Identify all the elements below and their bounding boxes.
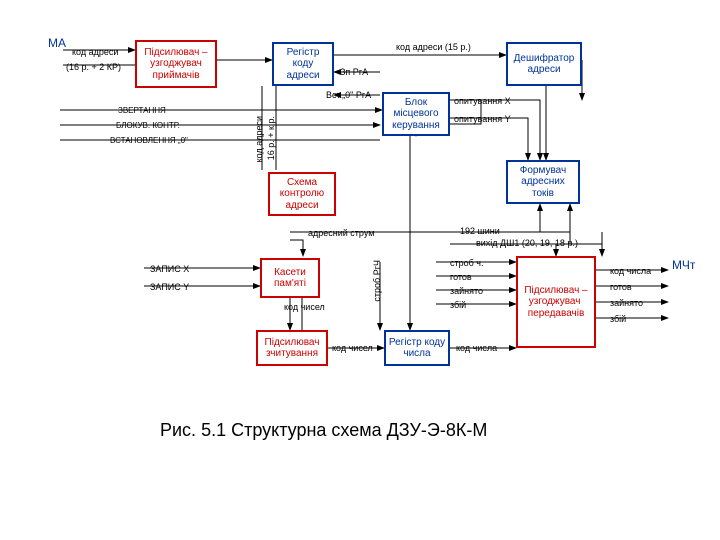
label-zvert: ЗВЕРТАННЯ <box>118 106 166 115</box>
label-kodChisla2: код числа <box>610 266 651 276</box>
block-ampRecv: Підсилювач – узгоджувач приймачів <box>135 40 217 88</box>
label-zbiy2: збій <box>610 314 626 324</box>
label-kodChisel: код чисел <box>284 302 325 312</box>
label-opX: опитування X <box>454 96 511 106</box>
block-addrCur: Формувач адресних токів <box>506 160 580 204</box>
label-kodAddr: код адреси <box>72 47 118 57</box>
label-vStrob: строб РгЧ <box>372 260 382 302</box>
label-kodChisel2: код чисел <box>332 343 373 353</box>
label-zbiy: збій <box>450 300 466 310</box>
label-opY: опитування Y <box>454 114 511 124</box>
block-mem: Касети пам'яті <box>260 258 320 298</box>
label-vst0: Вст.„0" РгА <box>326 90 371 100</box>
block-localCtl: Блок місцевого керування <box>382 92 450 136</box>
label-MCht: МЧт <box>672 258 695 272</box>
label-MA: МА <box>48 36 66 50</box>
label-zapY: ЗАПИС Y <box>150 282 189 292</box>
label-zpRgA: Зп РгА <box>340 67 368 77</box>
label-kodChisla: код числа <box>456 343 497 353</box>
label-kodAddr15: код адреси (15 р.) <box>396 42 471 52</box>
label-strobCh: строб ч. <box>450 258 483 268</box>
block-decAddr: Дешифратор адреси <box>506 42 582 86</box>
label-zapX: ЗАПИС X <box>150 264 189 274</box>
label-buses192: 192 шини <box>460 226 500 236</box>
block-regNum: Регістр коду числа <box>384 330 450 366</box>
label-addrStr: адресний струм <box>308 228 374 238</box>
label-zain: зайнято <box>450 286 483 296</box>
label-gotov: готов <box>450 272 472 282</box>
label-vstan: ВСТАНОВЛЕННЯ „0" <box>110 136 188 145</box>
label-vKodAddr: код адреси <box>254 116 264 162</box>
figure-caption: Рис. 5.1 Структурна схема ДЗУ-Э-8К-М <box>160 420 487 441</box>
label-zain2: зайнято <box>610 298 643 308</box>
block-ampTrans: Підсилювач – узгоджувач передавачів <box>516 256 596 348</box>
label-gotov2: готов <box>610 282 632 292</box>
block-regAddr: Регістр коду адреси <box>272 42 334 86</box>
label-blok: БЛОКУВ. КОНТР. <box>116 121 180 130</box>
label-v16kr: 16 р. + к.р. <box>266 116 276 160</box>
block-readAmp: Підсилювач зчитування <box>256 330 328 366</box>
label-bits16: (16 р. + 2 КР) <box>66 62 121 72</box>
label-outDSh: вихід ДШ1 (20, 19, 18 р.) <box>476 238 578 248</box>
block-addrChk: Схема контролю адреси <box>268 172 336 216</box>
